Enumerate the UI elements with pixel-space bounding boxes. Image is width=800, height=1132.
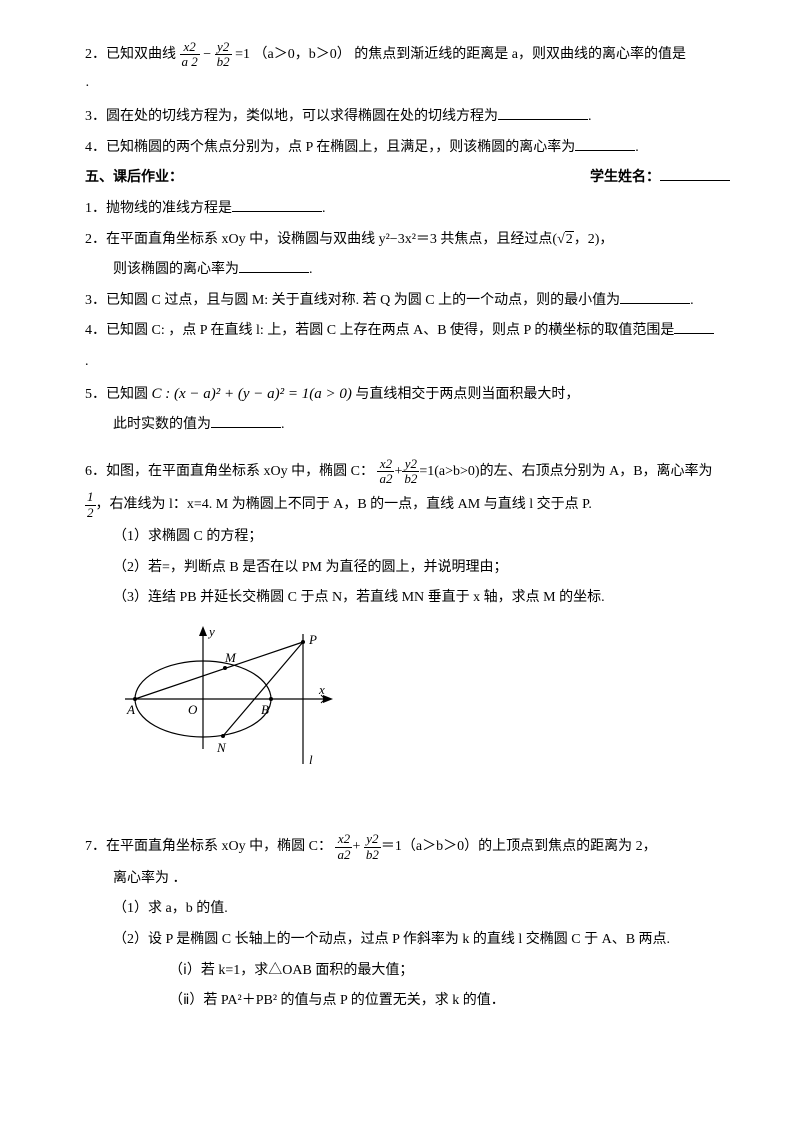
label-P: P <box>308 632 317 647</box>
section-5-header: 五、课后作业： 学生姓名： <box>85 165 730 192</box>
q2-tail: · <box>85 74 730 101</box>
hw-3: 3．已知圆 C 过点，且与圆 M: 关于直线对称. 若 Q 为圆 C 上的一个动… <box>85 288 730 315</box>
question-3: 3．圆在处的切线方程为，类似地，可以求得椭圆在处的切线方程为. <box>85 104 730 131</box>
blank <box>674 320 714 334</box>
hw-7b: 离心率为 ． <box>85 866 730 893</box>
figure-svg: y x P M A O B N l <box>125 624 345 774</box>
q2-rest: =1 （a＞0，b＞0） 的焦点到渐近线的距离是 a，则双曲线的离心率的值是 <box>235 47 686 62</box>
hw-4-dot: . <box>85 349 730 376</box>
h6-frac1: x2 a2 <box>377 457 394 487</box>
blank <box>620 290 690 304</box>
label-l: l <box>309 752 313 767</box>
hw-5-formula: C : (x − a)² + (y − a)² = 1(a > 0) <box>152 386 352 402</box>
hw-1: 1．抛物线的准线方程是. <box>85 196 730 223</box>
hw-7-p2b: （ⅱ）若 PA²＋PB² 的值与点 P 的位置无关，求 k 的值． <box>85 988 730 1015</box>
hw-6-p1: （1）求椭圆 C 的方程； <box>85 524 730 551</box>
hw-5b: 此时实数的值为. <box>85 412 730 439</box>
hw-7-p2: （2）设 P 是椭圆 C 长轴上的一个动点，过点 P 作斜率为 k 的直线 l … <box>85 927 730 954</box>
blank <box>575 137 635 151</box>
ellipse-figure: y x P M A O B N l <box>85 624 730 785</box>
label-O: O <box>188 702 198 717</box>
blank <box>232 198 322 212</box>
h6-frac2: y2 b2 <box>402 457 419 487</box>
hw-2a: 2．在平面直角坐标系 xOy 中，设椭圆与双曲线 y²−3x²＝3 共焦点，且经… <box>85 227 730 254</box>
hw-2b: 则该椭圆的离心率为. <box>85 257 730 284</box>
label-y: y <box>207 624 215 639</box>
hw-7-p2a: （ⅰ）若 k=1，求△OAB 面积的最大值； <box>85 958 730 985</box>
hw-6-half: 1 2 ，右准线为 l：x=4. M 为椭圆上不同于 A，B 的一点，直线 AM… <box>85 490 730 520</box>
label-B: B <box>261 702 269 717</box>
h7-frac1: x2 a2 <box>335 832 352 862</box>
student-name-label: 学生姓名： <box>590 165 730 192</box>
label-A: A <box>126 702 135 717</box>
hw-7a: 7．在平面直角坐标系 xOy 中，椭圆 C： x2 a2 + y2 b2 ＝1（… <box>85 832 730 862</box>
hw-6-p2: （2）若=，判断点 B 是否在以 PM 为直径的圆上，并说明理由； <box>85 555 730 582</box>
q2-prefix: 2．已知双曲线 <box>85 47 176 62</box>
blank <box>211 414 281 428</box>
half-frac: 1 2 <box>85 490 96 520</box>
h7-frac2: y2 b2 <box>364 832 381 862</box>
section-title: 五、课后作业： <box>85 165 183 192</box>
label-N: N <box>216 740 227 755</box>
q2-frac2: y2 b2 <box>215 40 232 70</box>
hw-6-p3: （3）连结 PB 并延长交椭圆 C 于点 N，若直线 MN 垂直于 x 轴，求点… <box>85 585 730 612</box>
question-2: 2．已知双曲线 x2 a 2 − y2 b2 =1 （a＞0，b＞0） 的焦点到… <box>85 40 730 70</box>
hw-4: 4．已知圆 C: ，点 P 在直线 l: 上，若圆 C 上存在两点 A、B 使得… <box>85 318 730 345</box>
question-4: 4．已知椭圆的两个焦点分别为，点 P 在椭圆上，且满足，，则该椭圆的离心率为. <box>85 135 730 162</box>
label-M: M <box>224 650 237 665</box>
q2-frac1: x2 a 2 <box>180 40 200 70</box>
hw-5a: 5．已知圆 C : (x − a)² + (y − a)² = 1(a > 0)… <box>85 380 730 409</box>
hw-6a: 6．如图，在平面直角坐标系 xOy 中，椭圆 C： x2 a2 + y2 b2 … <box>85 457 730 487</box>
label-x: x <box>318 682 325 697</box>
hw-7-p1: （1）求 a，b 的值. <box>85 896 730 923</box>
blank <box>239 259 309 273</box>
blank <box>498 106 588 120</box>
